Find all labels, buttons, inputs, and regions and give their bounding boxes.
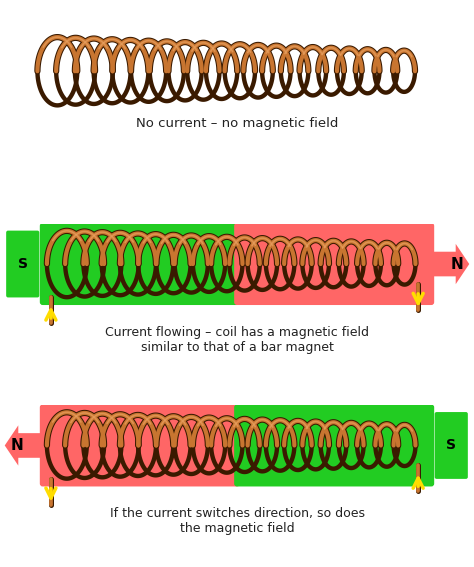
Text: If the current switches direction, so does
the magnetic field: If the current switches direction, so do…	[109, 507, 365, 535]
FancyBboxPatch shape	[234, 223, 434, 305]
FancyArrow shape	[5, 425, 66, 466]
Text: N: N	[451, 256, 464, 272]
Text: Current flowing – coil has a magnetic field
similar to that of a bar magnet: Current flowing – coil has a magnetic fi…	[105, 326, 369, 354]
Text: N: N	[10, 438, 23, 453]
Text: No current – no magnetic field: No current – no magnetic field	[136, 117, 338, 130]
FancyBboxPatch shape	[40, 404, 240, 486]
Text: S: S	[446, 438, 456, 452]
FancyBboxPatch shape	[6, 231, 39, 298]
FancyBboxPatch shape	[435, 412, 468, 479]
Text: S: S	[18, 257, 28, 271]
FancyBboxPatch shape	[234, 404, 434, 486]
FancyArrow shape	[408, 244, 469, 284]
FancyBboxPatch shape	[40, 223, 240, 305]
